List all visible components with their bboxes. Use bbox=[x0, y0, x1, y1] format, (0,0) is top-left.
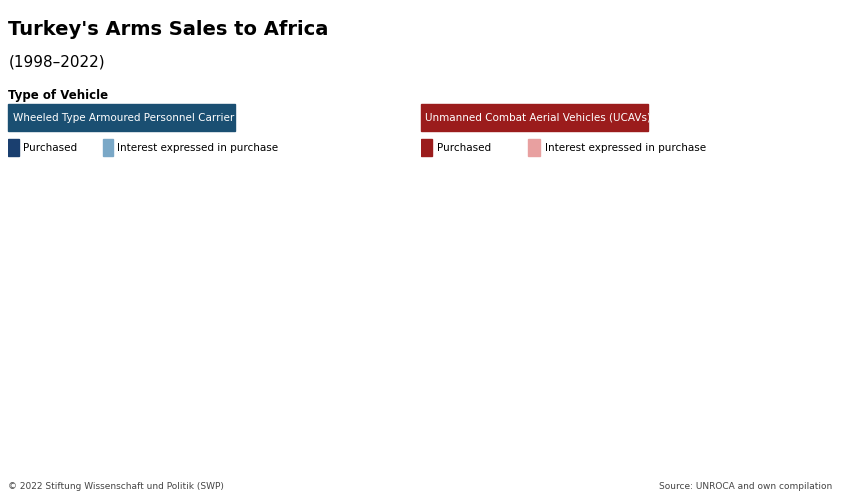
Text: Type of Vehicle: Type of Vehicle bbox=[8, 89, 108, 102]
Bar bbox=[420, 138, 432, 156]
Text: Wheeled Type Armoured Personnel Carrier: Wheeled Type Armoured Personnel Carrier bbox=[13, 113, 234, 123]
Text: Purchased: Purchased bbox=[23, 142, 77, 153]
Bar bbox=[103, 138, 113, 156]
Text: Source: UNROCA and own compilation: Source: UNROCA and own compilation bbox=[659, 482, 833, 491]
Text: Unmanned Combat Aerial Vehicles (UCAVs): Unmanned Combat Aerial Vehicles (UCAVs) bbox=[425, 113, 651, 123]
Text: Turkey's Arms Sales to Africa: Turkey's Arms Sales to Africa bbox=[8, 20, 329, 39]
Bar bbox=[8, 138, 19, 156]
Text: (1998–2022): (1998–2022) bbox=[8, 55, 105, 69]
Text: Purchased: Purchased bbox=[437, 142, 491, 153]
Text: Interest expressed in purchase: Interest expressed in purchase bbox=[117, 142, 278, 153]
Bar bbox=[528, 138, 540, 156]
Text: © 2022 Stiftung Wissenschaft und Politik (SWP): © 2022 Stiftung Wissenschaft und Politik… bbox=[8, 482, 225, 491]
Text: Interest expressed in purchase: Interest expressed in purchase bbox=[545, 142, 706, 153]
